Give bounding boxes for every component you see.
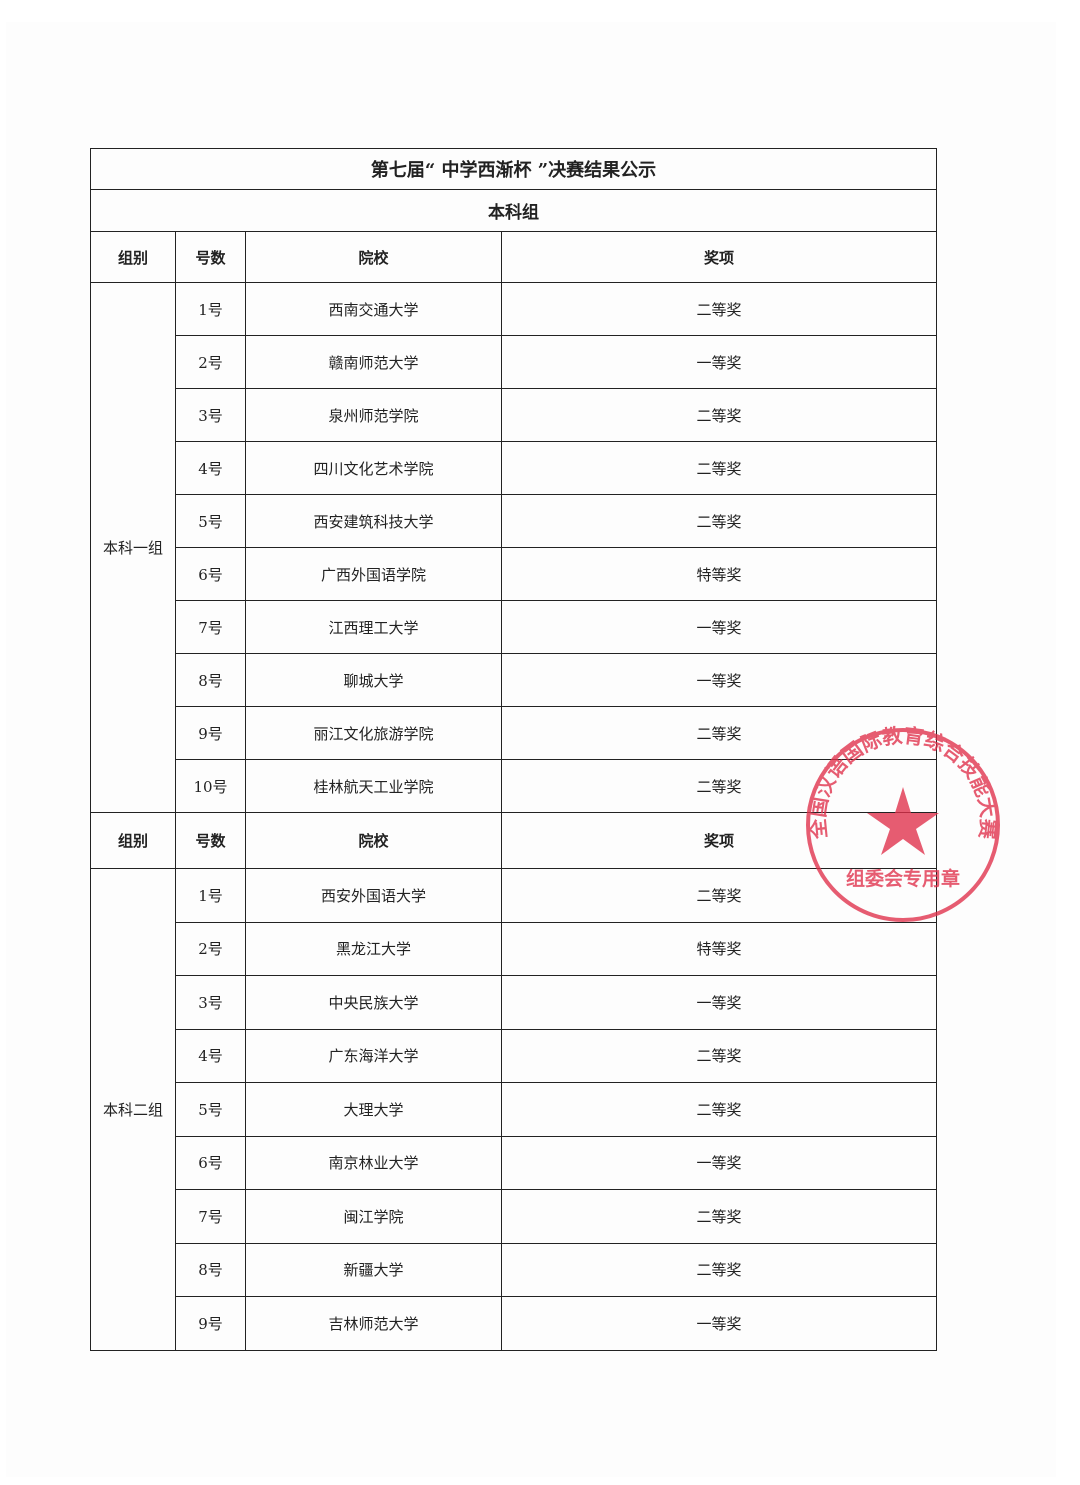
award-cell: 二等奖 bbox=[501, 1189, 937, 1244]
table-row: 3号 泉州师范学院 二等奖 bbox=[91, 388, 937, 442]
table-row: 4号 四川文化艺术学院 二等奖 bbox=[91, 441, 937, 495]
column-header-group: 组别 bbox=[90, 812, 176, 869]
school-cell: 大理大学 bbox=[245, 1082, 502, 1137]
number-cell: 4号 bbox=[175, 441, 246, 495]
table-row: 4号 广东海洋大学 二等奖 bbox=[91, 1028, 937, 1083]
award-cell: 二等奖 bbox=[501, 388, 937, 442]
table-row: 10号 桂林航天工业学院 二等奖 bbox=[91, 759, 937, 813]
table-row: 本科一组 1号 西南交通大学 二等奖 bbox=[90, 282, 937, 813]
school-cell: 新疆大学 bbox=[245, 1242, 502, 1297]
school-cell: 闽江学院 bbox=[245, 1189, 502, 1244]
award-cell: 一等奖 bbox=[501, 653, 937, 707]
table-header-row: 组别 号数 院校 奖项 bbox=[90, 812, 937, 869]
award-cell: 一等奖 bbox=[501, 975, 937, 1030]
number-cell: 9号 bbox=[175, 1296, 246, 1351]
table-row: 7号 闽江学院 二等奖 bbox=[91, 1189, 937, 1244]
school-cell: 中央民族大学 bbox=[245, 975, 502, 1030]
table-row: 5号 大理大学 二等奖 bbox=[91, 1082, 937, 1137]
column-header-number: 号数 bbox=[175, 812, 246, 869]
group-name-cell: 本科二组 bbox=[90, 868, 176, 1351]
table-row: 5号 西安建筑科技大学 二等奖 bbox=[91, 494, 937, 548]
number-cell: 5号 bbox=[175, 494, 246, 548]
award-cell: 特等奖 bbox=[501, 547, 937, 601]
award-cell: 二等奖 bbox=[501, 494, 937, 548]
school-cell: 广西外国语学院 bbox=[245, 547, 502, 601]
school-cell: 西安建筑科技大学 bbox=[245, 494, 502, 548]
number-cell: 10号 bbox=[175, 759, 246, 813]
award-cell: 二等奖 bbox=[501, 868, 937, 923]
column-header-school: 院校 bbox=[245, 231, 502, 283]
school-cell: 广东海洋大学 bbox=[245, 1028, 502, 1083]
table-row: 9号 吉林师范大学 一等奖 bbox=[91, 1296, 937, 1351]
number-cell: 7号 bbox=[175, 1189, 246, 1244]
award-cell: 二等奖 bbox=[501, 1242, 937, 1297]
number-cell: 4号 bbox=[175, 1028, 246, 1083]
column-header-award: 奖项 bbox=[501, 231, 937, 283]
table-row: 8号 新疆大学 二等奖 bbox=[91, 1242, 937, 1297]
document-title: 第七届“ 中学西渐杯 ”决赛结果公示 bbox=[90, 148, 937, 190]
table-row: 8号 聊城大学 一等奖 bbox=[91, 653, 937, 707]
column-header-award: 奖项 bbox=[501, 812, 937, 869]
award-cell: 一等奖 bbox=[501, 600, 937, 654]
award-cell: 二等奖 bbox=[501, 759, 937, 813]
number-cell: 1号 bbox=[175, 868, 246, 923]
section-subtitle: 本科组 bbox=[90, 189, 937, 232]
number-cell: 8号 bbox=[175, 1242, 246, 1297]
school-cell: 西南交通大学 bbox=[245, 282, 502, 336]
column-header-number: 号数 bbox=[175, 231, 246, 283]
award-cell: 二等奖 bbox=[501, 1028, 937, 1083]
number-cell: 2号 bbox=[175, 335, 246, 389]
award-cell: 特等奖 bbox=[501, 921, 937, 976]
number-cell: 6号 bbox=[175, 1135, 246, 1190]
award-cell: 二等奖 bbox=[501, 282, 937, 336]
award-cell: 一等奖 bbox=[501, 1135, 937, 1190]
school-cell: 聊城大学 bbox=[245, 653, 502, 707]
number-cell: 1号 bbox=[175, 282, 246, 336]
school-cell: 泉州师范学院 bbox=[245, 388, 502, 442]
column-header-school: 院校 bbox=[245, 812, 502, 869]
number-cell: 8号 bbox=[175, 653, 246, 707]
school-cell: 四川文化艺术学院 bbox=[245, 441, 502, 495]
table-row: 本科二组 1号 西安外国语大学 二等奖 bbox=[90, 868, 937, 1351]
school-cell: 桂林航天工业学院 bbox=[245, 759, 502, 813]
award-cell: 二等奖 bbox=[501, 1082, 937, 1137]
number-cell: 6号 bbox=[175, 547, 246, 601]
table-row: 9号 丽江文化旅游学院 二等奖 bbox=[91, 706, 937, 760]
column-header-group: 组别 bbox=[90, 231, 176, 283]
table-row: 7号 江西理工大学 一等奖 bbox=[91, 600, 937, 654]
school-cell: 吉林师范大学 bbox=[245, 1296, 502, 1351]
table-row: 6号 广西外国语学院 特等奖 bbox=[91, 547, 937, 601]
number-cell: 2号 bbox=[175, 921, 246, 976]
number-cell: 7号 bbox=[175, 600, 246, 654]
table-row: 2号 赣南师范大学 一等奖 bbox=[91, 335, 937, 389]
school-cell: 黑龙江大学 bbox=[245, 921, 502, 976]
school-cell: 赣南师范大学 bbox=[245, 335, 502, 389]
award-cell: 一等奖 bbox=[501, 1296, 937, 1351]
award-cell: 一等奖 bbox=[501, 335, 937, 389]
number-cell: 9号 bbox=[175, 706, 246, 760]
table-row: 6号 南京林业大学 一等奖 bbox=[91, 1135, 937, 1190]
number-cell: 3号 bbox=[175, 388, 246, 442]
school-cell: 丽江文化旅游学院 bbox=[245, 706, 502, 760]
school-cell: 南京林业大学 bbox=[245, 1135, 502, 1190]
award-cell: 二等奖 bbox=[501, 706, 937, 760]
group-name-cell: 本科一组 bbox=[90, 282, 176, 813]
award-cell: 二等奖 bbox=[501, 441, 937, 495]
school-cell: 江西理工大学 bbox=[245, 600, 502, 654]
school-cell: 西安外国语大学 bbox=[245, 868, 502, 923]
number-cell: 5号 bbox=[175, 1082, 246, 1137]
table-row: 2号 黑龙江大学 特等奖 bbox=[91, 921, 937, 976]
results-table: 第七届“ 中学西渐杯 ”决赛结果公示 本科组 组别 号数 院校 奖项 本科一组 1号 西南交… bbox=[90, 148, 937, 1351]
number-cell: 3号 bbox=[175, 975, 246, 1030]
table-row: 3号 中央民族大学 一等奖 bbox=[91, 975, 937, 1030]
table-header-row: 组别 号数 院校 奖项 bbox=[90, 231, 937, 283]
